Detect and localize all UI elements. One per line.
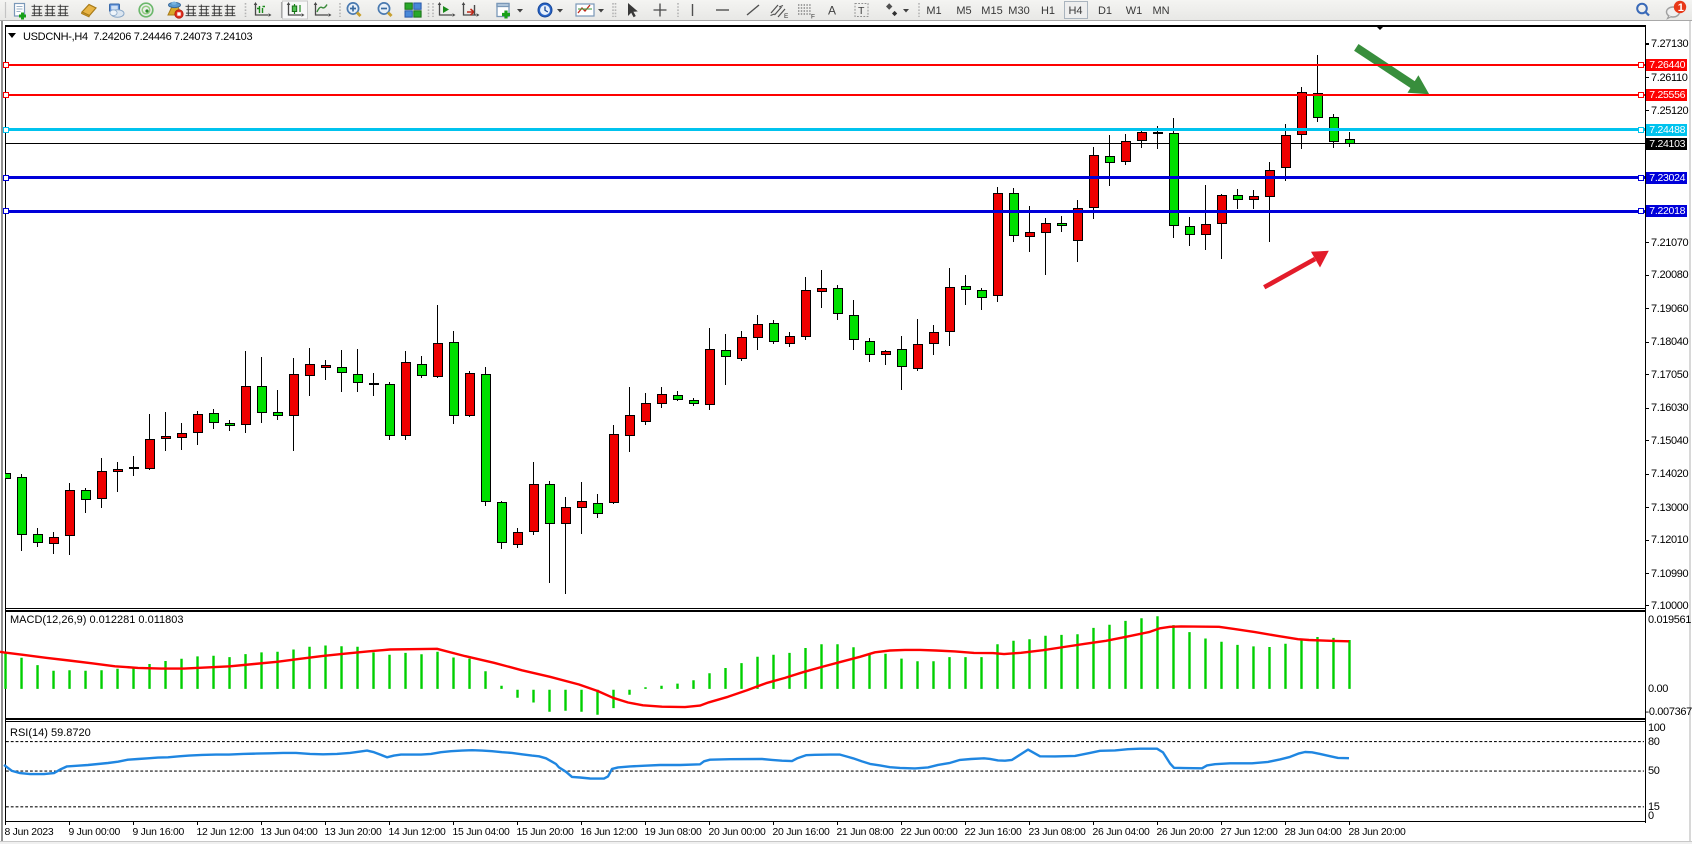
svg-text:E: E — [784, 13, 789, 20]
svg-text:T: T — [858, 5, 865, 17]
svg-text:A: A — [828, 4, 836, 18]
svg-text:1: 1 — [1678, 2, 1684, 14]
svg-text:F: F — [811, 14, 815, 21]
